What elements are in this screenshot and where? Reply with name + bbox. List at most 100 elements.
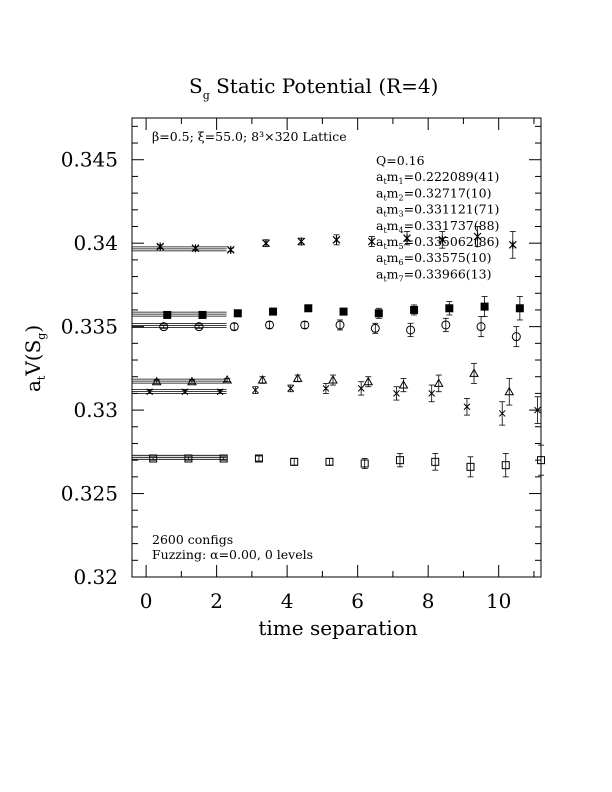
fit-annotation: atm4=0.331737(88): [376, 218, 499, 235]
data-point: [181, 388, 189, 396]
data-point: [406, 322, 416, 338]
data-point: [466, 456, 475, 478]
data-point: [159, 322, 169, 332]
marker-star: [156, 242, 165, 251]
data-point: [360, 458, 369, 469]
data-point: [473, 226, 482, 247]
data-point: [304, 304, 313, 313]
marker-triangle-open: [363, 376, 374, 386]
fuzzing-info: Fuzzing: α=0.00, 0 levels: [152, 547, 313, 562]
marker-square-filled: [198, 310, 207, 319]
y-axis-label: atV(Sg): [21, 325, 48, 392]
plot-frame: [131, 117, 542, 578]
data-point: [339, 307, 348, 316]
marker-star: [438, 235, 447, 244]
marker-triangle-open: [222, 375, 233, 384]
data-point: [322, 382, 330, 394]
marker-square-open: [501, 461, 510, 470]
data-point: [428, 384, 436, 403]
marker-square-filled: [445, 304, 454, 313]
marker-circle-open: [441, 320, 451, 330]
y-tick-label: 0.325: [61, 482, 118, 506]
marker-triangle-open: [504, 386, 515, 396]
marker-triangle-open: [151, 376, 162, 386]
data-point: [476, 316, 486, 338]
marker-cross: [287, 385, 295, 392]
marker-triangle-open: [292, 373, 303, 382]
marker-triangle-open: [433, 378, 444, 387]
data-point: [370, 322, 380, 334]
data-point: [325, 457, 334, 466]
marker-square-filled: [374, 309, 383, 318]
data-point: [226, 245, 235, 254]
marker-square-open: [149, 454, 158, 463]
y-tick-label: 0.32: [73, 565, 118, 589]
data-point: [257, 375, 268, 384]
lattice-info: β=0.5; ξ=55.0; 8³×320 Lattice: [152, 129, 347, 144]
fit-annotations: Q=0.16atm1=0.222089(41)atm2=0.32717(10)a…: [376, 153, 499, 283]
fit-annotation: atm6=0.33575(10): [376, 250, 491, 267]
data-point: [433, 374, 444, 393]
data-point: [297, 237, 306, 246]
data-point: [265, 320, 275, 330]
x-tick-label: 6: [351, 589, 364, 613]
data-point: [287, 384, 295, 393]
marker-square-open: [219, 454, 228, 463]
marker-cross: [393, 390, 400, 397]
marker-star: [191, 244, 200, 253]
marker-triangle-open: [398, 380, 409, 389]
data-point: [395, 453, 404, 468]
data-point: [156, 242, 165, 251]
marker-circle-open: [229, 322, 239, 332]
data-point: [498, 401, 506, 426]
marker-cross: [181, 388, 189, 396]
marker-circle-open: [194, 322, 204, 332]
data-point: [163, 310, 172, 319]
data-point: [222, 375, 233, 384]
y-tick-label: 0.345: [61, 148, 118, 172]
data-point: [191, 244, 200, 253]
data-point: [328, 374, 338, 386]
marker-cross: [534, 406, 541, 414]
y-tick-label: 0.33: [73, 398, 118, 422]
marker-star: [226, 245, 235, 254]
marker-star: [403, 234, 411, 243]
marker-cross: [216, 388, 224, 396]
marker-star: [332, 235, 341, 244]
data-point: [300, 320, 310, 330]
fit-lines: [132, 246, 227, 460]
marker-square-filled: [339, 307, 348, 316]
data-point: [410, 304, 419, 316]
marker-circle-open: [370, 323, 380, 333]
marker-cross: [498, 410, 506, 417]
data-point: [252, 386, 259, 394]
marker-triangle-open: [187, 376, 197, 386]
data-point: [219, 454, 228, 463]
x-tick-label: 8: [422, 589, 435, 613]
marker-square-filled: [163, 310, 172, 319]
marker-star: [297, 237, 306, 246]
fit-annotation: atm2=0.32717(10): [376, 185, 491, 202]
marker-square-filled: [515, 304, 524, 313]
x-axis-label: time separation: [258, 616, 417, 640]
marker-triangle-open: [257, 375, 268, 384]
data-point: [431, 453, 440, 471]
data-point: [198, 310, 207, 319]
configs-count: 2600 configs: [152, 532, 233, 547]
data-point: [393, 386, 400, 401]
marker-star: [262, 239, 270, 248]
data-points: [146, 226, 545, 478]
marker-star: [508, 240, 517, 249]
data-point: [374, 307, 383, 319]
marker-circle-open: [335, 320, 345, 330]
data-point: [254, 454, 263, 463]
marker-cross: [463, 403, 471, 411]
data-point: [332, 234, 341, 246]
x-tick-label: 0: [140, 589, 153, 613]
y-tick-label: 0.34: [73, 231, 118, 255]
x-tick-labels: 0 2 4 6 8 10: [140, 589, 512, 613]
data-point: [216, 388, 224, 396]
chart-title: Sg Static Potential (R=4): [189, 74, 438, 102]
data-point: [534, 396, 541, 424]
